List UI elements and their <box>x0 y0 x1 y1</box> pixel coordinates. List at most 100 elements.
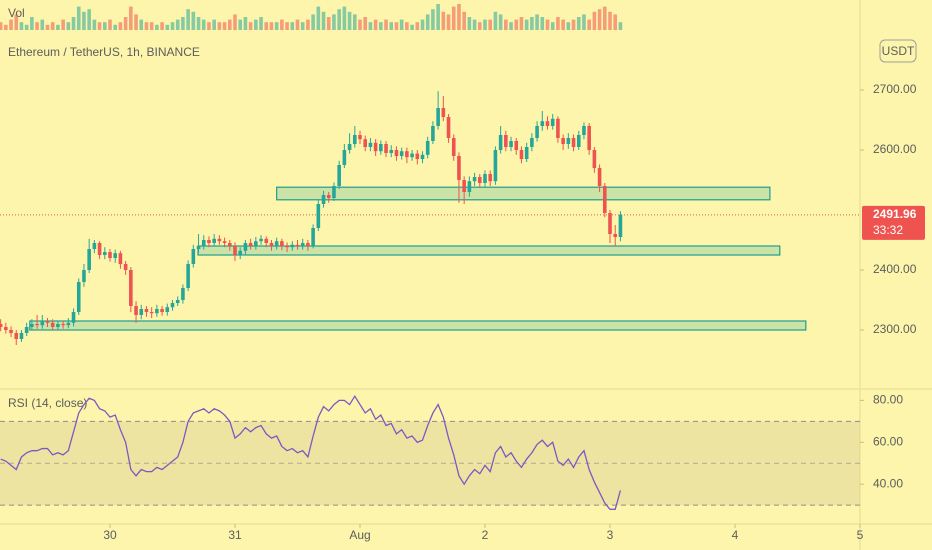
candle-body <box>613 234 618 237</box>
candle-body <box>592 150 597 168</box>
candle-body <box>316 204 321 228</box>
volume-bar <box>415 22 420 30</box>
candle-body <box>129 270 133 306</box>
volume-bar <box>582 14 586 30</box>
candle-body <box>102 252 107 255</box>
volume-bar <box>467 17 472 30</box>
volume-bar <box>149 22 154 30</box>
volume-bar <box>9 19 13 30</box>
candle-body <box>493 150 498 182</box>
volume-bar <box>19 22 24 30</box>
volume-bar <box>326 17 331 30</box>
candle-body <box>295 244 300 246</box>
candle-body <box>170 303 175 308</box>
rsi-label: RSI (14, close) <box>8 396 87 410</box>
rsi-tick-label: 60.00 <box>873 434 903 448</box>
volume-bar <box>535 14 539 30</box>
volume-bar <box>144 22 149 30</box>
volume-bar <box>347 11 352 31</box>
volume-bar <box>321 11 326 31</box>
candle-body <box>332 186 336 198</box>
volume-bar <box>165 24 170 30</box>
volume-bar <box>233 14 237 30</box>
candle-body <box>566 138 571 144</box>
candle-body <box>394 150 399 156</box>
volume-bar <box>92 19 97 30</box>
candle-body <box>217 238 222 242</box>
currency-badge[interactable] <box>879 39 917 63</box>
rsi-line <box>0 394 622 510</box>
candle-body <box>556 118 560 138</box>
volume-bar <box>462 11 466 31</box>
volume-bar <box>139 19 144 30</box>
candle-body <box>24 327 29 333</box>
candle-body <box>368 142 373 147</box>
volume-bar <box>217 22 222 30</box>
candle-body <box>582 126 586 135</box>
candle-body <box>56 324 60 327</box>
last-price-badge <box>862 205 925 240</box>
candle-body <box>457 156 461 180</box>
volume-bar <box>45 24 50 30</box>
volume-bar <box>24 24 29 30</box>
candle-body <box>35 324 39 326</box>
volume-bar <box>254 19 258 30</box>
candle-body <box>134 306 138 315</box>
candle-body <box>71 312 76 323</box>
candle-body <box>290 244 295 248</box>
zone <box>276 186 771 201</box>
candle-body <box>30 324 34 327</box>
candle-body <box>300 243 305 246</box>
volume-bar <box>530 17 534 30</box>
volume-bar <box>14 14 19 30</box>
volume-bar <box>441 11 446 31</box>
volume-bar <box>181 17 185 30</box>
volume-bar <box>608 11 612 31</box>
candle-body <box>40 321 45 326</box>
candle-body <box>92 243 97 249</box>
y-tick-label: 2400.00 <box>873 262 917 276</box>
volume-bar <box>446 14 451 30</box>
volume-bar <box>363 17 368 30</box>
candle-body <box>243 243 248 251</box>
candle-body <box>545 121 550 126</box>
candle-body <box>509 141 513 147</box>
volume-bar <box>451 6 456 30</box>
volume-bar <box>285 22 289 30</box>
candle-body <box>576 135 581 147</box>
volume-bar <box>61 19 65 30</box>
candle-body <box>118 253 123 264</box>
volume-bar <box>431 9 435 30</box>
volume-bar <box>550 22 555 30</box>
volume-bar <box>384 19 388 30</box>
candle-body <box>181 288 185 300</box>
candle-body <box>227 243 232 246</box>
volume-bar <box>519 17 524 30</box>
candle-body <box>233 246 237 255</box>
volume-bar <box>30 17 34 30</box>
volume-bar <box>493 11 498 31</box>
x-tick-label: 30 <box>103 528 117 542</box>
candle-body <box>602 186 607 213</box>
candle-body <box>352 135 357 144</box>
x-tick-label: 5 <box>857 528 864 542</box>
volume-bar <box>212 19 216 30</box>
candle-body <box>196 246 201 249</box>
candle-body <box>358 135 362 140</box>
currency[interactable]: USDT <box>882 44 915 58</box>
candle-body <box>61 324 65 326</box>
volume-bar <box>207 22 211 30</box>
candle-body <box>363 139 368 147</box>
volume-bar <box>410 24 414 30</box>
volume-bar <box>290 22 295 30</box>
candle-body <box>373 142 378 152</box>
candle-body <box>379 144 383 152</box>
candle-body <box>410 153 414 158</box>
candle-body <box>347 144 352 150</box>
volume-bar <box>311 14 315 30</box>
candle-body <box>446 117 451 138</box>
candle-body <box>238 250 243 255</box>
candle-body <box>222 241 227 243</box>
